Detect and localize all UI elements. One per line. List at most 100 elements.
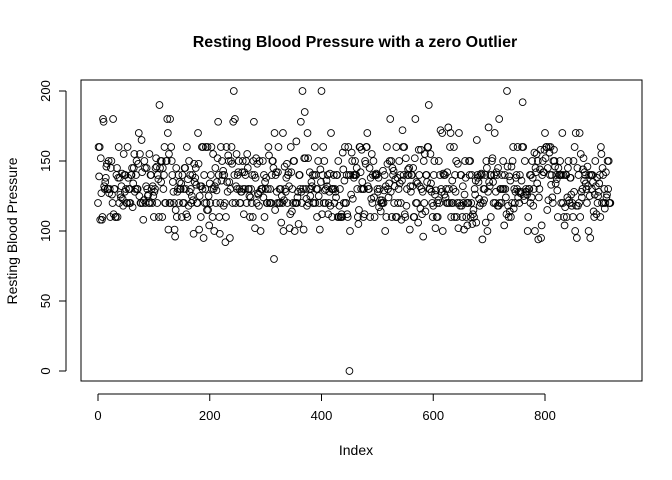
data-point (543, 206, 552, 214)
data-point (599, 171, 607, 179)
data-point (453, 159, 462, 168)
data-point (409, 164, 417, 172)
data-point (96, 154, 105, 163)
data-point (292, 137, 301, 146)
data-point (531, 164, 540, 172)
data-point (547, 180, 556, 189)
data-point (99, 117, 108, 126)
data-point (256, 227, 265, 235)
data-point (177, 213, 186, 221)
data-point (176, 185, 185, 193)
data-point (326, 169, 334, 178)
data-point (345, 367, 354, 375)
data-point (245, 192, 254, 200)
data-point (222, 213, 230, 221)
data-point (413, 199, 421, 207)
data-point (464, 199, 473, 207)
data-point (397, 215, 406, 224)
data-point (380, 171, 389, 179)
data-point (455, 199, 464, 207)
data-point (160, 171, 168, 179)
data-point (329, 171, 338, 179)
data-point (198, 185, 207, 193)
data-point (277, 218, 286, 227)
data-point (533, 157, 542, 165)
data-point (153, 199, 162, 207)
data-point (178, 171, 187, 179)
data-point (553, 213, 562, 221)
data-point (243, 150, 252, 158)
data-point (516, 171, 524, 179)
data-point (583, 199, 591, 207)
data-point (223, 187, 232, 196)
data-point (227, 143, 236, 151)
data-point (221, 238, 230, 247)
data-point (548, 199, 557, 207)
data-point (172, 213, 181, 221)
data-point (426, 150, 435, 158)
data-point (281, 185, 290, 193)
data-point (399, 171, 408, 179)
data-point (250, 117, 258, 126)
data-point (318, 210, 326, 219)
data-point (521, 157, 529, 165)
data-point (417, 145, 425, 154)
data-point (449, 185, 458, 193)
data-point (302, 185, 310, 193)
data-point (597, 150, 606, 158)
data-point (264, 143, 273, 151)
data-point (162, 157, 171, 165)
x-tick-label: 600 (422, 408, 444, 423)
data-point (113, 164, 121, 172)
data-point (498, 171, 506, 179)
data-point (128, 203, 137, 212)
data-point (279, 227, 288, 235)
data-point (159, 185, 168, 193)
data-point (368, 199, 377, 207)
data-point (494, 164, 502, 172)
data-point (488, 154, 497, 163)
data-point (569, 213, 577, 221)
data-point (548, 193, 557, 202)
data-point (342, 199, 350, 207)
data-point (384, 185, 392, 193)
plot-frame (80, 79, 643, 382)
data-point (591, 157, 600, 165)
data-point (509, 143, 518, 151)
data-point (303, 129, 312, 137)
data-point (270, 255, 278, 263)
data-point (276, 199, 285, 207)
data-point (322, 176, 331, 185)
data-point (562, 213, 571, 221)
data-point (550, 157, 559, 165)
data-point (305, 168, 314, 177)
data-point (415, 171, 424, 179)
data-point (570, 143, 579, 151)
data-point (541, 129, 549, 137)
data-point (465, 171, 474, 179)
data-point (272, 187, 281, 196)
data-point (149, 192, 158, 200)
data-point (208, 185, 216, 193)
data-point (457, 171, 466, 179)
data-point (459, 199, 468, 207)
data-point (560, 221, 569, 230)
data-point (290, 157, 298, 165)
data-point (437, 185, 445, 193)
data-point (484, 123, 493, 132)
data-point (213, 178, 221, 186)
data-point (592, 210, 601, 219)
data-point (247, 185, 255, 193)
data-point (147, 171, 155, 179)
data-point (379, 166, 387, 175)
data-point (191, 173, 200, 182)
data-point (551, 179, 560, 188)
data-point (395, 179, 404, 188)
x-tick-label: 200 (199, 408, 221, 423)
data-point (258, 185, 267, 193)
data-point (220, 171, 229, 179)
data-point (261, 185, 270, 193)
data-point (230, 171, 239, 179)
data-point (336, 185, 344, 193)
data-point (471, 190, 480, 199)
